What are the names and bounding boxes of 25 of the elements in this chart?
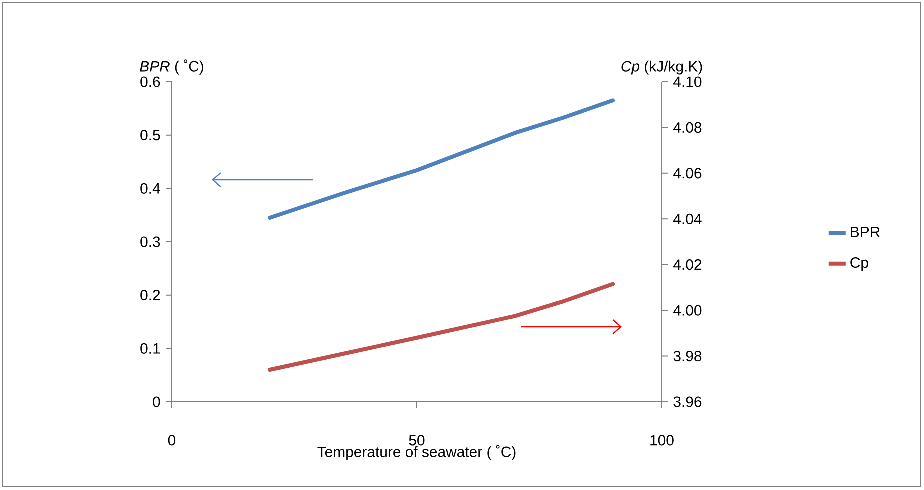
y2-tick-label: 4.04: [674, 214, 702, 224]
y-tick-label: 0.4: [140, 183, 160, 194]
y2-tick-label: 4.06: [674, 168, 702, 179]
y-tick-label: 0: [153, 396, 160, 408]
x-tick-label: 0: [168, 435, 176, 446]
y2-tick-label: 4.08: [674, 122, 702, 133]
y2-tick-label: 4.02: [674, 260, 702, 270]
y2-axis-title: Cp (kJ/kg.K): [622, 60, 702, 75]
y-tick-label: 0.2: [140, 290, 160, 301]
x-tick-label: 100: [650, 435, 674, 446]
line-series: [268, 282, 616, 372]
y2-tick-label: 3.96: [674, 396, 702, 408]
legend-label: Cp: [850, 257, 868, 272]
y2-tick-label: 4.10: [674, 76, 702, 88]
line-series: [268, 98, 616, 220]
y2-tick-label: 3.98: [674, 350, 702, 362]
x-axis-title: Temperature of seawater ( ˚C): [318, 445, 516, 460]
y-tick-label: 0.3: [140, 236, 160, 248]
y-tick-label: 0.6: [140, 76, 160, 88]
x-tick-label: 50: [409, 435, 425, 446]
y-tick-label: 0.1: [140, 343, 160, 354]
y-axis-title: BPR ( ˚C): [140, 60, 204, 75]
legend-label: BPR: [851, 226, 880, 238]
y-tick-label: 0.5: [140, 130, 160, 141]
y2-tick-label: 4.00: [674, 305, 702, 316]
